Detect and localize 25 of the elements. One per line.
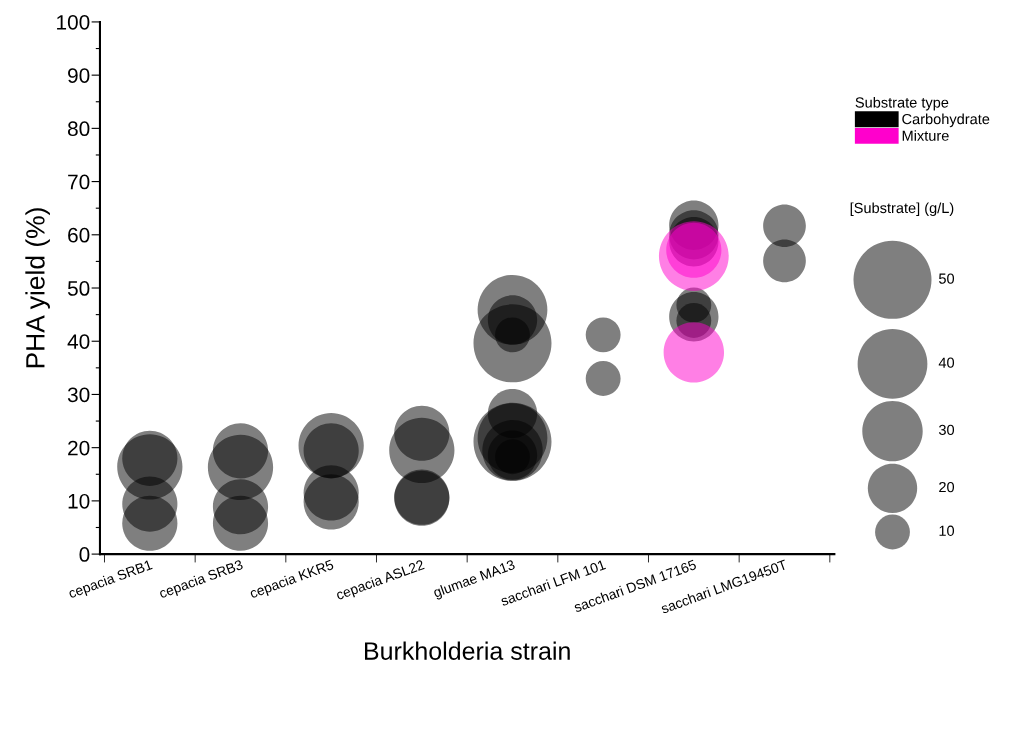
legend-label: 50	[938, 273, 955, 284]
x-tick-label: cepacia KKR5	[249, 559, 336, 602]
legend-label: 40	[938, 357, 955, 368]
y-tick-label: 10	[68, 493, 90, 509]
legend-label: Carbohydrate	[902, 113, 990, 128]
legend-label: 10	[939, 525, 955, 536]
y-tick-label: 80	[67, 121, 90, 137]
legend-label: 20	[939, 481, 955, 493]
y-tick-label: 30	[67, 387, 90, 403]
x-tick-label: cepacia ASL22	[335, 559, 426, 603]
y-tick-label: 100	[57, 14, 90, 30]
y-tick-label: 70	[68, 174, 90, 190]
x-tick-label: cepacia SRB3	[158, 559, 245, 602]
legend-title: Substrate type	[855, 96, 949, 111]
y-tick-label: 60	[68, 227, 90, 243]
legend-label: Mixture	[902, 130, 949, 141]
x-axis-title: Burkholderia strain	[365, 641, 570, 660]
y-tick-label: 0	[79, 547, 90, 562]
y-tick-label: 40	[67, 334, 90, 349]
text: [Substrate] (g/L)	[850, 202, 954, 217]
y-tick-label: 50	[67, 281, 90, 296]
y-tick-label: 20	[68, 440, 90, 456]
y-axis-title: PHA yield (%)	[25, 208, 50, 368]
y-tick-label: 90	[68, 68, 90, 83]
legend-label: 30	[938, 424, 955, 436]
